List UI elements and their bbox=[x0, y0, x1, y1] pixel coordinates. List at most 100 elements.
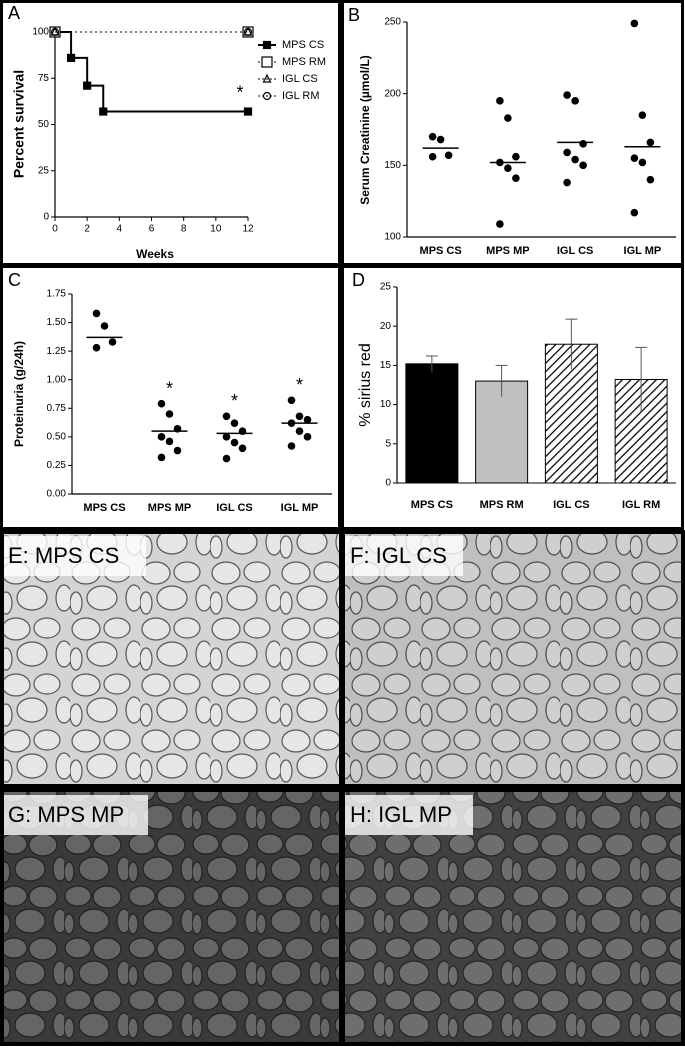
dot bbox=[287, 396, 296, 405]
x-tick-label: IGL CS bbox=[553, 499, 589, 511]
y-tick-label: 25 bbox=[380, 282, 392, 293]
y-tick-label: 15 bbox=[380, 360, 392, 371]
dot bbox=[157, 453, 166, 462]
x-tick-label: MPS RM bbox=[480, 499, 524, 511]
dot bbox=[504, 114, 512, 122]
y-axis-title: Serum Creatinine (µmol/L) bbox=[358, 55, 372, 205]
y-tick-label: 5 bbox=[385, 438, 391, 449]
legend-label: MPS RM bbox=[282, 56, 326, 68]
x-axis-title: Weeks bbox=[136, 247, 174, 261]
dot bbox=[630, 154, 639, 162]
dot bbox=[638, 111, 647, 119]
dot bbox=[173, 446, 182, 455]
x-tick-label: 6 bbox=[149, 224, 155, 235]
marker bbox=[262, 40, 272, 50]
legend-label: IGL RM bbox=[282, 90, 320, 102]
panel-frames bbox=[0, 0, 684, 530]
dot bbox=[504, 164, 512, 172]
y-tick-label: 0.75 bbox=[47, 403, 67, 414]
y-tick-label: 1.75 bbox=[47, 289, 67, 300]
dot bbox=[303, 433, 312, 441]
dot bbox=[428, 132, 437, 141]
marker bbox=[66, 53, 76, 63]
marker bbox=[83, 81, 92, 90]
y-tick-label: 1.00 bbox=[47, 374, 67, 385]
x-tick-label: MPS CS bbox=[420, 245, 462, 257]
marker bbox=[261, 56, 273, 68]
marker bbox=[99, 107, 108, 116]
dot bbox=[630, 19, 639, 28]
dot bbox=[222, 433, 231, 441]
dot bbox=[563, 148, 571, 157]
dot bbox=[295, 412, 304, 421]
y-tick-label: 75 bbox=[38, 73, 50, 84]
y-tick-label: 0 bbox=[385, 478, 391, 489]
y-tick-label: 50 bbox=[38, 119, 50, 130]
marker bbox=[262, 91, 272, 101]
marker bbox=[243, 27, 253, 37]
marker bbox=[50, 27, 60, 37]
panel-label: F: IGL CS bbox=[350, 543, 447, 568]
dot bbox=[92, 309, 101, 318]
y-tick-label: 100 bbox=[384, 232, 401, 243]
y-tick-label: 10 bbox=[380, 399, 392, 410]
x-tick-label: IGL CS bbox=[216, 502, 252, 514]
dot bbox=[165, 437, 174, 446]
dot bbox=[230, 438, 239, 447]
dot bbox=[646, 138, 655, 147]
dot bbox=[100, 322, 109, 330]
y-tick-label: 25 bbox=[38, 165, 50, 176]
x-tick-label: IGL RM bbox=[622, 499, 660, 511]
dot bbox=[436, 135, 445, 144]
panel-label: E: MPS CS bbox=[8, 543, 119, 568]
x-tick-label: IGL MP bbox=[281, 502, 319, 514]
dot bbox=[512, 174, 520, 183]
legend-label: IGL CS bbox=[282, 73, 318, 85]
dot bbox=[157, 399, 166, 408]
dot bbox=[571, 155, 579, 164]
dot bbox=[222, 412, 231, 421]
panel-label: G: MPS MP bbox=[8, 802, 124, 827]
y-axis-title: Percent survival bbox=[11, 70, 27, 178]
dot bbox=[579, 140, 587, 148]
dot bbox=[512, 152, 520, 161]
dot bbox=[496, 220, 504, 228]
dot bbox=[165, 410, 174, 418]
y-tick-label: 0.25 bbox=[47, 460, 67, 471]
x-tick-label: 8 bbox=[181, 224, 187, 235]
y-tick-label: 1.50 bbox=[47, 317, 67, 328]
dot bbox=[428, 152, 437, 161]
dot bbox=[230, 419, 239, 427]
y-tick-label: 200 bbox=[384, 88, 401, 99]
x-tick-label: MPS CS bbox=[411, 499, 453, 511]
dot bbox=[157, 433, 166, 441]
y-tick-label: 20 bbox=[380, 321, 392, 332]
dot bbox=[287, 442, 296, 450]
dot bbox=[303, 415, 312, 424]
micrograph-labels: E: MPS CS F: IGL CS G: MPS MP H: IGL MP bbox=[4, 536, 473, 835]
x-tick-label: MPS MP bbox=[148, 502, 191, 514]
y-axis-title: Proteinuria (g/24h) bbox=[12, 341, 26, 447]
x-tick-label: IGL MP bbox=[624, 245, 662, 257]
legend-label: MPS CS bbox=[282, 39, 324, 51]
x-tick-label: 0 bbox=[52, 224, 58, 235]
annotation: * bbox=[236, 82, 243, 102]
annotation: * bbox=[231, 391, 238, 411]
x-tick-label: 4 bbox=[117, 224, 123, 235]
line bbox=[55, 31, 248, 113]
dot bbox=[638, 158, 647, 167]
y-tick-label: 100 bbox=[32, 27, 49, 38]
y-axis-title: % sirius red bbox=[357, 343, 374, 427]
panel-letter: C bbox=[8, 270, 21, 290]
y-tick-label: 250 bbox=[384, 17, 401, 28]
marker bbox=[243, 107, 253, 116]
x-tick-label: IGL CS bbox=[557, 245, 593, 257]
x-tick-label: MPS MP bbox=[486, 245, 529, 257]
dot bbox=[571, 97, 579, 105]
dot bbox=[222, 454, 231, 463]
dot bbox=[646, 175, 655, 184]
dot bbox=[295, 427, 304, 435]
dot bbox=[579, 161, 587, 170]
dot bbox=[444, 151, 453, 160]
x-tick-label: 10 bbox=[210, 224, 222, 235]
